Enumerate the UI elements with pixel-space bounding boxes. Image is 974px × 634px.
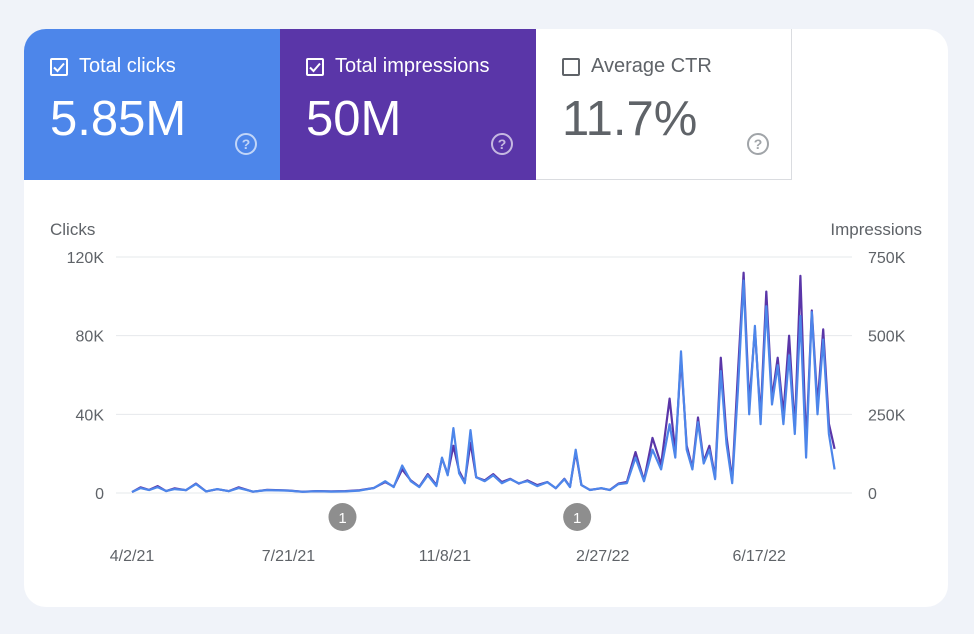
average-ctr-label: Average CTR <box>591 55 712 77</box>
total-impressions-checkbox[interactable] <box>306 57 324 76</box>
right-tick-label: 0 <box>868 486 877 503</box>
x-tick-label: 7/21/21 <box>262 548 315 565</box>
left-tick-label: 0 <box>95 486 104 503</box>
performance-card: Total clicks 5.85M ? Total impressions 5… <box>24 29 948 607</box>
left-axis-title: Clicks <box>50 220 95 239</box>
checkmark-icon <box>53 62 65 72</box>
total-impressions-value: 50M <box>306 92 402 146</box>
total-impressions-label: Total impressions <box>335 55 490 77</box>
total-clicks-checkbox[interactable] <box>50 57 68 76</box>
average-ctr-value: 11.7% <box>562 92 698 146</box>
annotation-label: 1 <box>573 510 581 527</box>
left-tick-label: 40K <box>76 407 105 424</box>
total-impressions-header: Total impressions <box>306 55 490 78</box>
right-tick-label: 500K <box>868 329 906 346</box>
performance-chart: Clicks Impressions 0 40K 80K 120K 0 250K 500K… <box>50 220 922 565</box>
help-icon[interactable]: ? <box>235 133 257 155</box>
right-tick-label: 250K <box>868 407 906 424</box>
average-ctr-checkbox[interactable] <box>562 57 580 76</box>
help-icon[interactable]: ? <box>491 133 513 155</box>
x-tick-label: 11/8/21 <box>419 548 471 565</box>
annotation-circle <box>563 503 592 531</box>
total-clicks-value: 5.85M <box>50 92 187 146</box>
total-impressions-tile[interactable]: Total impressions 50M ? <box>280 29 536 180</box>
x-tick-label: 2/27/22 <box>576 548 629 565</box>
total-clicks-label: Total clicks <box>79 55 176 77</box>
average-ctr-tile[interactable]: Average CTR 11.7% ? <box>536 29 792 180</box>
series-line-clicks <box>131 279 836 493</box>
help-icon[interactable]: ? <box>747 133 769 155</box>
left-tick-label: 120K <box>67 250 105 267</box>
checkmark-icon <box>309 62 321 72</box>
average-ctr-header: Average CTR <box>562 55 712 78</box>
right-tick-label: 750K <box>868 250 906 267</box>
annotation-circle <box>328 503 357 531</box>
x-tick-label: 6/17/22 <box>733 548 786 565</box>
total-clicks-tile[interactable]: Total clicks 5.85M ? <box>24 29 280 180</box>
left-tick-label: 80K <box>76 329 105 346</box>
total-clicks-header: Total clicks <box>50 55 176 78</box>
x-tick-label: 4/2/21 <box>110 548 155 565</box>
annotation-marker[interactable]: 1 <box>328 503 357 531</box>
right-axis-title: Impressions <box>830 220 922 239</box>
annotation-marker[interactable]: 1 <box>563 503 592 531</box>
annotation-label: 1 <box>338 510 346 527</box>
